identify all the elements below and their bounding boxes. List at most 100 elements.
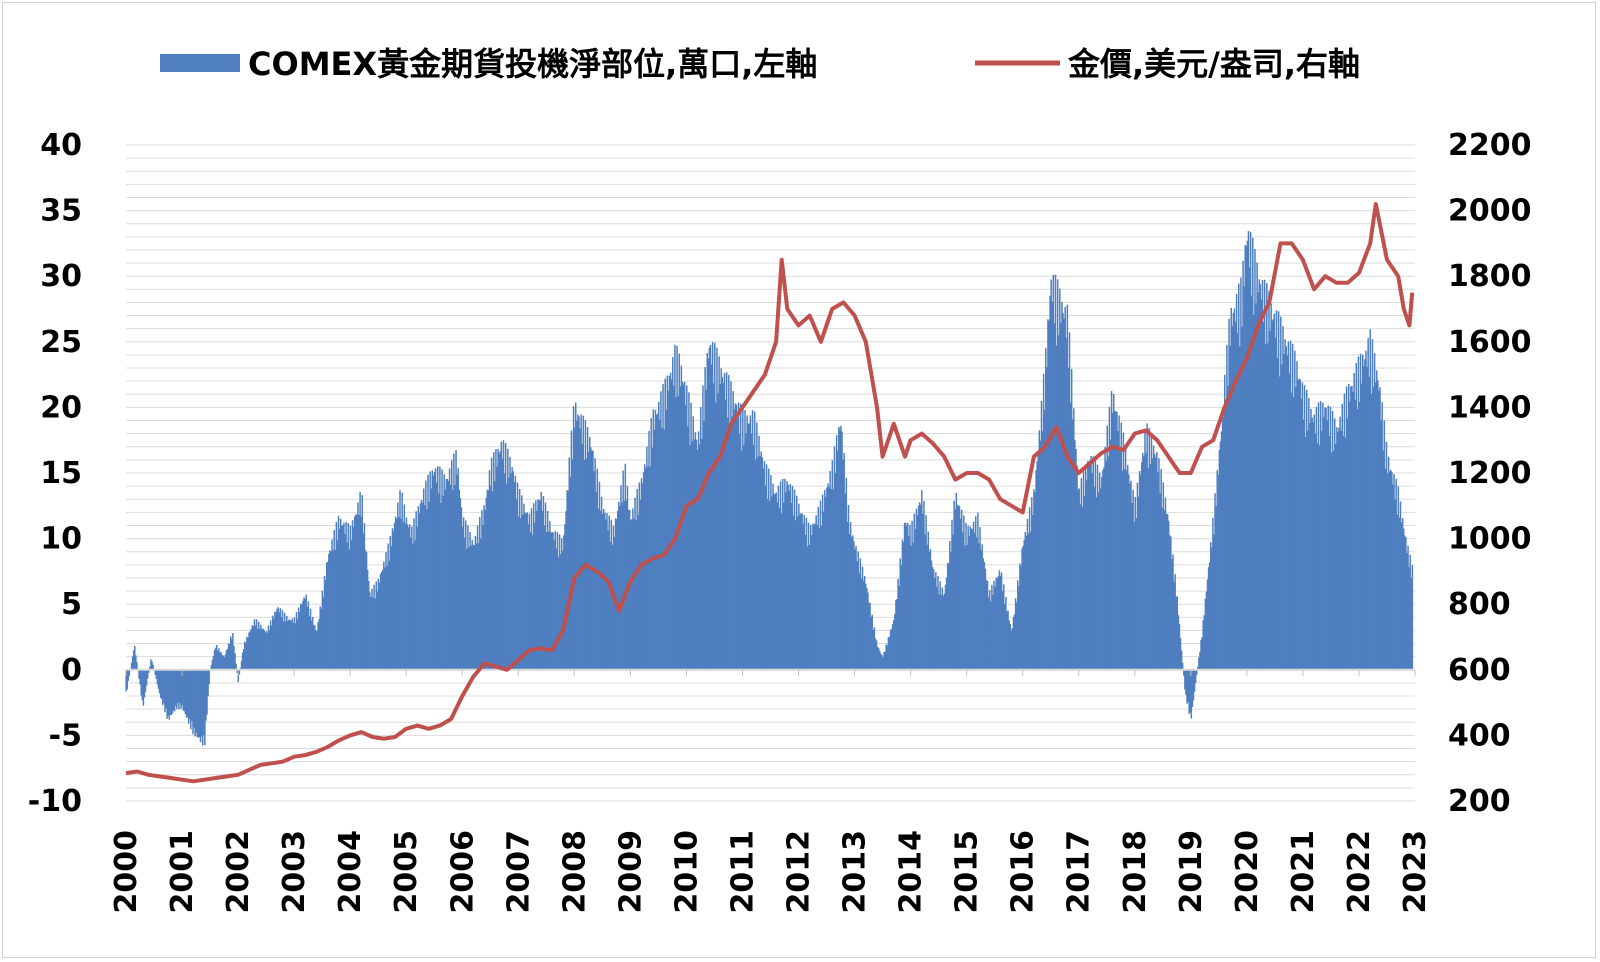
position-bar (512, 471, 514, 670)
position-bar (1191, 669, 1194, 708)
position-bar (519, 518, 522, 670)
position-bar (471, 540, 473, 670)
position-bar (1199, 652, 1201, 670)
position-bar (784, 478, 786, 670)
position-bar (963, 515, 965, 670)
position-bar (194, 669, 196, 737)
position-bar (306, 606, 309, 670)
position-bar (1405, 537, 1407, 670)
position-bar (267, 625, 270, 670)
position-bar (1317, 402, 1320, 670)
position-bar (1226, 344, 1228, 670)
position-bar (1079, 504, 1082, 670)
position-bar (746, 415, 748, 670)
position-bar (432, 475, 435, 670)
position-bar (1374, 382, 1377, 670)
position-bar (162, 669, 164, 706)
position-bar (861, 566, 864, 670)
position-bar (192, 669, 194, 735)
position-bar (1084, 464, 1087, 670)
position-bar (805, 517, 808, 670)
position-bar (522, 514, 524, 670)
y-left-tick-label: 15 (40, 456, 82, 491)
position-bar (1018, 586, 1020, 670)
position-bar (261, 629, 263, 670)
position-bar (1283, 354, 1285, 670)
position-bar (858, 573, 861, 670)
position-bar (311, 616, 314, 670)
position-bar (553, 540, 555, 670)
position-bar (853, 541, 855, 670)
y-right-tick-label: 1000 (1448, 522, 1532, 557)
position-bar (1054, 274, 1057, 670)
position-bar (927, 531, 930, 670)
position-bar (1033, 489, 1035, 670)
position-bar (944, 584, 947, 670)
position-bar (265, 631, 268, 670)
position-bar (489, 485, 492, 670)
y-left-tick-label: 10 (40, 522, 82, 557)
position-bar (1021, 548, 1023, 670)
position-bar (580, 414, 582, 670)
position-bar (241, 652, 244, 670)
position-bar (840, 425, 842, 670)
position-bar (773, 493, 775, 670)
position-bar (1360, 383, 1363, 670)
position-bar (822, 511, 825, 670)
position-bar (745, 433, 747, 670)
position-bar (388, 560, 390, 670)
position-bar (1206, 579, 1209, 670)
position-bar (1324, 407, 1326, 670)
position-bar (205, 669, 207, 721)
position-bar (806, 546, 809, 670)
position-bar (814, 523, 816, 670)
position-bar (945, 577, 948, 670)
position-bar (1067, 367, 1070, 670)
position-bar (767, 468, 770, 670)
position-bar (787, 484, 789, 670)
position-bar (725, 372, 728, 670)
position-bar (146, 669, 149, 679)
position-bar (152, 664, 154, 670)
position-bar (1321, 430, 1323, 670)
position-bar (259, 628, 261, 670)
position-bar (1239, 346, 1241, 670)
position-bar (521, 495, 523, 670)
position-bar (1032, 515, 1034, 670)
position-bar (1138, 471, 1141, 670)
position-bar (591, 450, 593, 670)
position-bar (530, 508, 533, 670)
position-bar (1181, 663, 1184, 670)
position-bar (405, 517, 408, 670)
position-bar (1188, 669, 1190, 714)
position-bar (1187, 669, 1189, 703)
position-bar (1064, 306, 1066, 670)
position-bar (689, 444, 691, 670)
x-ticks: 2000 2001 2002 2003 2004 2005 2006 2007 2008 2009… (109, 669, 1433, 914)
position-bar (314, 625, 316, 670)
position-bar (903, 522, 906, 670)
position-bar (226, 648, 229, 670)
position-bar (134, 645, 136, 670)
position-bar (1002, 584, 1005, 670)
x-tick-label: 2001 (165, 830, 200, 914)
position-bar (673, 386, 675, 670)
position-bar (1372, 387, 1375, 670)
position-bar (1298, 378, 1300, 670)
position-bar (1060, 322, 1062, 670)
position-bar (1310, 408, 1312, 670)
position-bar (720, 368, 723, 670)
position-bar (182, 669, 185, 711)
position-bar (367, 581, 370, 670)
position-bar (254, 625, 257, 670)
position-bar (635, 520, 637, 670)
position-bar (659, 419, 661, 670)
position-bar (148, 669, 150, 673)
position-bar (581, 443, 583, 670)
position-bar (877, 648, 880, 670)
position-bar (833, 446, 836, 670)
position-bar (1380, 420, 1382, 670)
position-bar (1052, 274, 1055, 670)
position-bar (695, 439, 698, 670)
position-bar (1123, 469, 1126, 670)
